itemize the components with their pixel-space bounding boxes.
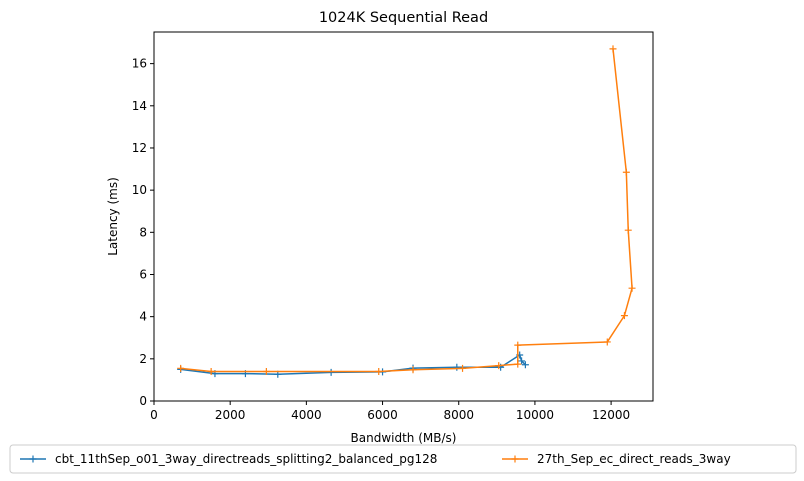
y-tick-label: 6 bbox=[139, 267, 147, 281]
data-point-marker bbox=[620, 312, 628, 320]
y-tick-label: 16 bbox=[132, 57, 147, 71]
legend-box bbox=[9, 444, 797, 474]
x-axis-ticks: 0 2000 4000 6000 8000 10000 12000 bbox=[150, 401, 630, 422]
data-point-marker bbox=[624, 226, 632, 234]
x-tick-label: 2000 bbox=[215, 408, 246, 422]
y-tick-label: 10 bbox=[132, 183, 147, 197]
data-point-marker bbox=[409, 366, 417, 374]
x-tick-label: 8000 bbox=[443, 408, 474, 422]
y-tick-label: 14 bbox=[132, 99, 147, 113]
y-axis-label: Latency (ms) bbox=[106, 177, 120, 256]
chart-title: 1024K Sequential Read bbox=[319, 10, 488, 26]
x-tick-label: 4000 bbox=[291, 408, 322, 422]
y-axis-ticks: 0 2 4 6 8 10 12 14 16 bbox=[132, 57, 154, 408]
y-tick-label: 0 bbox=[139, 394, 147, 408]
x-axis-label: Bandwidth (MB/s) bbox=[351, 431, 457, 445]
data-point-marker bbox=[622, 168, 630, 176]
data-point-marker bbox=[514, 360, 522, 368]
data-point-marker bbox=[207, 367, 215, 375]
data-point-marker bbox=[327, 368, 335, 376]
data-point-marker bbox=[521, 361, 529, 369]
y-tick-label: 2 bbox=[139, 352, 147, 366]
data-point-marker bbox=[375, 367, 383, 375]
data-point-marker bbox=[453, 363, 461, 371]
x-tick-label: 10000 bbox=[516, 408, 554, 422]
series-1 bbox=[177, 45, 636, 375]
x-tick-label: 6000 bbox=[367, 408, 398, 422]
data-point-marker bbox=[518, 357, 526, 365]
data-point-marker bbox=[628, 284, 636, 292]
legend-entry: cbt_11thSep_o01_3way_directreads_splitti… bbox=[20, 452, 437, 466]
data-point-marker bbox=[177, 364, 185, 372]
legend-label: cbt_11thSep_o01_3way_directreads_splitti… bbox=[55, 452, 437, 466]
plot-frame bbox=[153, 31, 654, 402]
legend: cbt_11thSep_o01_3way_directreads_splitti… bbox=[9, 444, 797, 474]
y-tick-label: 4 bbox=[139, 310, 147, 324]
x-tick-label: 0 bbox=[150, 408, 158, 422]
legend-marker-swatch bbox=[511, 455, 519, 463]
data-point-marker bbox=[495, 362, 503, 370]
y-tick-label: 12 bbox=[132, 141, 147, 155]
data-point-marker bbox=[514, 341, 522, 349]
series-layer bbox=[177, 45, 636, 378]
y-tick-label: 8 bbox=[139, 225, 147, 239]
data-point-marker bbox=[262, 367, 270, 375]
data-point-marker bbox=[459, 364, 467, 372]
legend-label: 27th_Sep_ec_direct_reads_3way bbox=[537, 452, 731, 466]
legend-marker-swatch bbox=[29, 455, 37, 463]
data-point-marker bbox=[603, 338, 611, 346]
legend-entry: 27th_Sep_ec_direct_reads_3way bbox=[502, 452, 731, 466]
x-tick-label: 12000 bbox=[592, 408, 630, 422]
data-point-marker bbox=[609, 45, 617, 53]
